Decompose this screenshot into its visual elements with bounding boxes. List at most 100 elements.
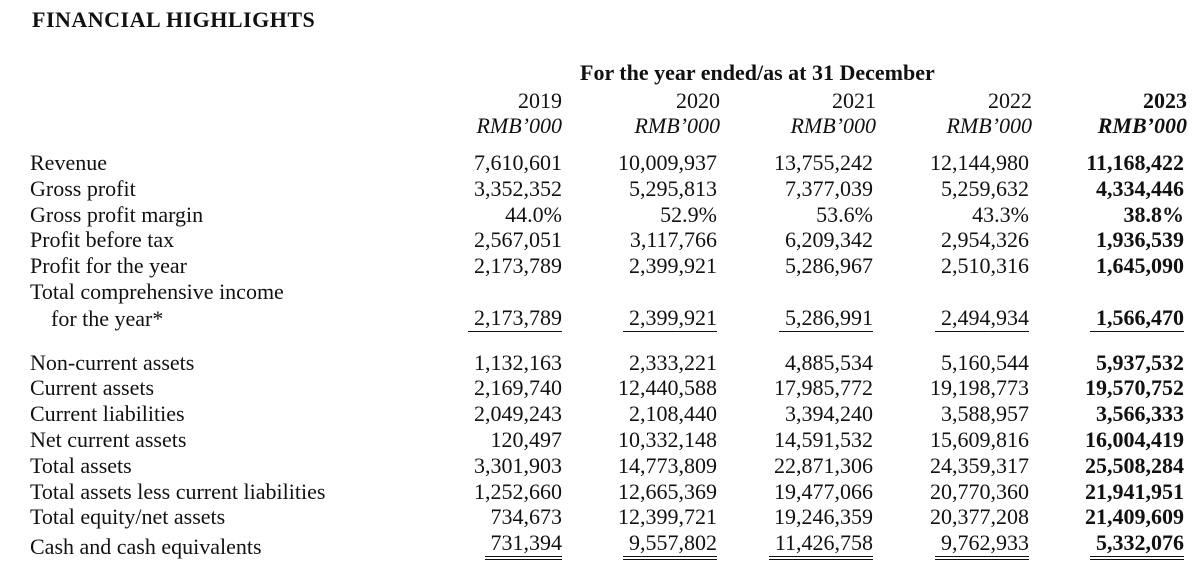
row-label: Revenue xyxy=(30,150,107,175)
cell-value: 2,049,243 xyxy=(474,401,562,427)
cell-value: 2,333,221 xyxy=(629,349,717,375)
cell-value: 12,440,588 xyxy=(618,375,717,401)
cell-value: 1,936,539 xyxy=(1096,227,1184,253)
cell-value: 3,301,903 xyxy=(474,452,562,478)
row-label: Current assets xyxy=(30,375,155,401)
cell-value: 7,377,039 xyxy=(785,175,873,201)
column-year: 2019 xyxy=(518,88,562,113)
cell-value: 14,591,532 xyxy=(774,426,873,452)
table-row: Cash and cash equivalents 731,394 9,557,… xyxy=(30,530,1184,560)
cell-value: 2,173,789 xyxy=(474,253,562,279)
column-currency: RMB’000 xyxy=(946,113,1032,138)
cell-value: 1,566,470 xyxy=(1029,305,1184,332)
cell-value: 10,009,937 xyxy=(618,150,717,175)
cell-value: 12,399,721 xyxy=(618,504,717,530)
cell-value: 1,132,163 xyxy=(474,349,562,375)
row-label: Total assets less current liabilities xyxy=(30,478,326,504)
cell-value: 11,168,422 xyxy=(1086,150,1184,175)
row-label: Total equity/net assets xyxy=(30,504,226,530)
cell-value: 5,286,967 xyxy=(785,253,873,279)
cell-value: 2,399,921 xyxy=(562,305,717,332)
column-header-2021: 2021 RMB’000 xyxy=(726,88,876,138)
page-title: FINANCIAL HIGHLIGHTS xyxy=(32,7,316,32)
row-label: Profit before tax xyxy=(30,227,175,253)
row-label: Total comprehensive income xyxy=(30,278,284,304)
cell-value: 5,332,076 xyxy=(1029,530,1184,560)
table-row: Profit for the year 2,173,789 2,399,921 … xyxy=(30,253,1184,279)
column-header-2023: 2023 RMB’000 xyxy=(1037,88,1187,138)
cell-value: 3,588,957 xyxy=(941,401,1029,427)
row-label-continued: for the year* xyxy=(30,305,425,332)
cell-value: 2,399,921 xyxy=(629,253,717,279)
cell-value: 5,160,544 xyxy=(941,349,1029,375)
cell-value: 5,259,632 xyxy=(941,175,1029,201)
cell-value: 731,394 xyxy=(425,530,562,560)
financial-highlights-table: Revenue 7,610,601 10,009,937 13,755,242 … xyxy=(30,150,1184,560)
cell-value: 25,508,284 xyxy=(1085,452,1184,478)
row-label-text: for the year* xyxy=(51,305,164,331)
table-row: Current assets 2,169,740 12,440,588 17,9… xyxy=(30,375,1184,401)
cell-value: 21,409,609 xyxy=(1085,504,1184,530)
column-year: 2021 xyxy=(832,88,876,113)
column-currency: RMB’000 xyxy=(790,113,876,138)
cell-value: 22,871,306 xyxy=(774,452,873,478)
cell-value: 3,566,333 xyxy=(1096,401,1184,427)
cell-value: 13,755,242 xyxy=(774,150,873,175)
cell-value: 1,645,090 xyxy=(1096,253,1184,279)
table-row: Gross profit 3,352,352 5,295,813 7,377,0… xyxy=(30,176,1184,202)
cell-value: 5,295,813 xyxy=(629,175,717,201)
cell-value: 38.8% xyxy=(1123,201,1185,227)
row-label: Gross profit margin xyxy=(30,201,204,227)
table-row: Total equity/net assets 734,673 12,399,7… xyxy=(30,504,1184,530)
cell-value: 12,665,369 xyxy=(618,478,717,504)
column-currency: RMB’000 xyxy=(1097,113,1187,138)
row-spacer xyxy=(30,332,1184,350)
cell-value: 53.6% xyxy=(816,201,873,227)
column-header-2020: 2020 RMB’000 xyxy=(570,88,720,138)
cell-value: 4,334,446 xyxy=(1096,175,1184,201)
column-currency: RMB’000 xyxy=(634,113,720,138)
cell-value: 3,117,766 xyxy=(629,227,717,253)
cell-value: 43.3% xyxy=(972,201,1029,227)
table-row: Gross profit margin 44.0% 52.9% 53.6% 43… xyxy=(30,202,1184,228)
cell-value: 21,941,951 xyxy=(1085,478,1184,504)
column-year: 2020 xyxy=(676,88,720,113)
cell-value: 2,169,740 xyxy=(474,375,562,401)
cell-value: 5,286,991 xyxy=(717,305,873,332)
cell-value: 17,985,772 xyxy=(774,375,873,401)
cell-value: 3,394,240 xyxy=(785,401,873,427)
cell-value: 20,770,360 xyxy=(930,478,1029,504)
table-row: Revenue 7,610,601 10,009,937 13,755,242 … xyxy=(30,150,1184,176)
cell-value: 4,885,534 xyxy=(785,349,873,375)
cell-value: 2,494,934 xyxy=(873,305,1029,332)
row-label: Profit for the year xyxy=(30,253,187,279)
column-header-2022: 2022 RMB’000 xyxy=(882,88,1032,138)
period-heading: For the year ended/as at 31 December xyxy=(580,60,935,85)
cell-value: 20,377,208 xyxy=(930,504,1029,530)
table-row: Profit before tax 2,567,051 3,117,766 6,… xyxy=(30,227,1184,253)
table-row: Total assets 3,301,903 14,773,809 22,871… xyxy=(30,453,1184,479)
cell-value: 6,209,342 xyxy=(785,227,873,253)
cell-value: 52.9% xyxy=(660,201,717,227)
table-row: Total comprehensive income xyxy=(30,279,1184,305)
row-label: Gross profit xyxy=(30,175,136,201)
cell-value: 12,144,980 xyxy=(930,150,1029,175)
cell-value: 120,497 xyxy=(490,426,563,452)
column-header-2019: 2019 RMB’000 xyxy=(430,88,562,138)
cell-value: 5,937,532 xyxy=(1096,349,1184,375)
cell-value: 11,426,758 xyxy=(717,530,873,560)
table-row: Non-current assets 1,132,163 2,333,221 4… xyxy=(30,350,1184,376)
table-row: for the year* 2,173,789 2,399,921 5,286,… xyxy=(30,305,1184,332)
row-label: Cash and cash equivalents xyxy=(30,534,262,560)
cell-value: 44.0% xyxy=(505,201,562,227)
cell-value: 14,773,809 xyxy=(618,452,717,478)
cell-value: 2,510,316 xyxy=(941,253,1029,279)
cell-value: 3,352,352 xyxy=(474,175,562,201)
table-row: Current liabilities 2,049,243 2,108,440 … xyxy=(30,401,1184,427)
cell-value: 24,359,317 xyxy=(930,452,1029,478)
cell-value: 7,610,601 xyxy=(474,150,562,175)
cell-value: 2,108,440 xyxy=(629,401,717,427)
row-label: Current liabilities xyxy=(30,401,185,427)
column-currency: RMB’000 xyxy=(476,113,562,138)
cell-value: 9,762,933 xyxy=(873,530,1029,560)
